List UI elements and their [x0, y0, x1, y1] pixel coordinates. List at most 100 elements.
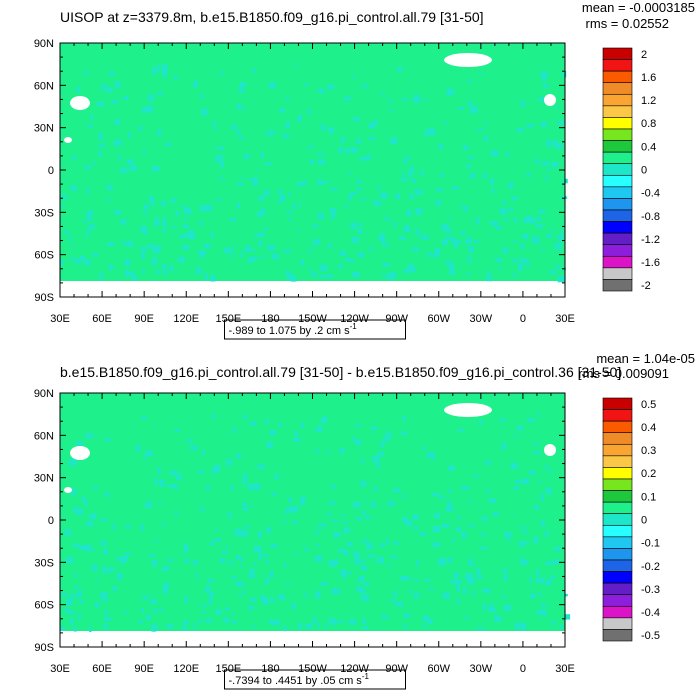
minor-patch — [250, 597, 256, 603]
minor-patch — [475, 575, 484, 579]
minor-patch — [416, 560, 420, 567]
minor-patch — [167, 582, 171, 585]
minor-patch — [386, 431, 391, 435]
minor-patch — [290, 275, 297, 282]
minor-patch — [554, 243, 562, 250]
minor-patch — [488, 606, 497, 613]
minor-patch — [561, 196, 567, 199]
minor-patch — [188, 230, 195, 233]
colorbar-label: -1.6 — [641, 257, 660, 269]
minor-patch — [64, 230, 69, 234]
minor-patch — [528, 470, 536, 475]
minor-patch — [230, 125, 238, 130]
minor-patch — [254, 562, 257, 567]
colorbar-box — [602, 82, 633, 95]
minor-patch — [225, 607, 230, 611]
minor-patch — [412, 514, 419, 520]
minor-patch — [451, 186, 459, 190]
minor-patch — [68, 610, 75, 615]
minor-patch — [223, 247, 231, 254]
colorbar-box — [602, 244, 633, 257]
minor-patch — [74, 586, 79, 590]
colorbar-box — [602, 209, 633, 222]
x-tick-label: 60E — [92, 663, 112, 675]
minor-patch — [162, 565, 169, 572]
minor-patch — [459, 203, 462, 207]
y-tick-label: 30N — [34, 123, 54, 135]
minor-patch — [269, 430, 276, 436]
minor-patch — [269, 442, 273, 448]
minor-patch — [284, 270, 289, 274]
colorbar-box — [602, 198, 633, 211]
minor-patch — [315, 530, 319, 535]
minor-patch — [449, 268, 455, 275]
minor-patch — [204, 619, 213, 623]
minor-patch — [308, 248, 312, 254]
minor-patch — [215, 609, 222, 615]
minor-patch — [491, 220, 498, 227]
minor-patch — [157, 129, 162, 136]
range-label-main: -.989 to 1.075 by .2 cm s — [229, 325, 351, 337]
minor-patch — [232, 620, 237, 625]
minor-patch — [289, 271, 292, 276]
minor-patch — [342, 576, 346, 580]
minor-patch — [365, 515, 371, 519]
minor-patch — [557, 120, 565, 125]
minor-patch — [382, 243, 391, 247]
minor-patch — [429, 131, 436, 135]
minor-patch — [420, 169, 424, 177]
minor-patch — [186, 439, 193, 443]
minor-patch — [344, 148, 351, 153]
minor-patch — [370, 501, 376, 508]
minor-patch — [288, 217, 292, 222]
minor-patch — [197, 222, 204, 226]
minor-patch — [100, 592, 108, 598]
minor-patch — [245, 245, 251, 252]
minor-patch — [494, 617, 501, 623]
colorbar-box — [602, 629, 633, 642]
minor-patch — [355, 517, 363, 521]
minor-patch — [358, 228, 363, 234]
minor-patch — [126, 159, 134, 165]
minor-patch — [331, 563, 337, 566]
minor-patch — [76, 86, 81, 93]
minor-patch — [428, 588, 435, 591]
colorbar-label: 0.4 — [641, 141, 656, 153]
minor-patch — [141, 107, 146, 113]
minor-patch — [288, 497, 292, 504]
minor-patch — [258, 241, 263, 247]
minor-patch — [154, 219, 159, 226]
minor-patch — [292, 203, 296, 210]
x-tick-label: 120W — [340, 663, 369, 675]
minor-patch — [210, 233, 215, 238]
minor-patch — [387, 565, 392, 568]
minor-patch — [403, 158, 407, 165]
minor-patch — [520, 243, 525, 249]
minor-patch — [551, 576, 555, 579]
minor-patch — [74, 258, 82, 264]
minor-patch — [504, 532, 512, 538]
minor-patch — [190, 445, 198, 450]
minor-patch — [293, 437, 301, 442]
minor-patch — [554, 142, 563, 149]
minor-patch — [235, 453, 241, 459]
colorbar-box — [602, 105, 633, 118]
minor-patch — [448, 263, 455, 270]
minor-patch — [449, 579, 458, 583]
minor-patch — [116, 556, 121, 561]
minor-patch — [370, 426, 378, 430]
minor-patch — [268, 82, 277, 89]
minor-patch — [490, 188, 495, 193]
minor-patch — [460, 231, 466, 236]
minor-patch — [415, 228, 419, 234]
minor-patch — [540, 71, 548, 78]
minor-patch — [184, 543, 189, 550]
minor-patch — [352, 74, 355, 79]
minor-patch — [546, 234, 552, 239]
minor-patch — [140, 253, 145, 259]
minor-patch — [439, 173, 445, 177]
minor-patch — [485, 460, 491, 466]
minor-patch — [221, 550, 229, 554]
minor-patch — [533, 450, 541, 455]
